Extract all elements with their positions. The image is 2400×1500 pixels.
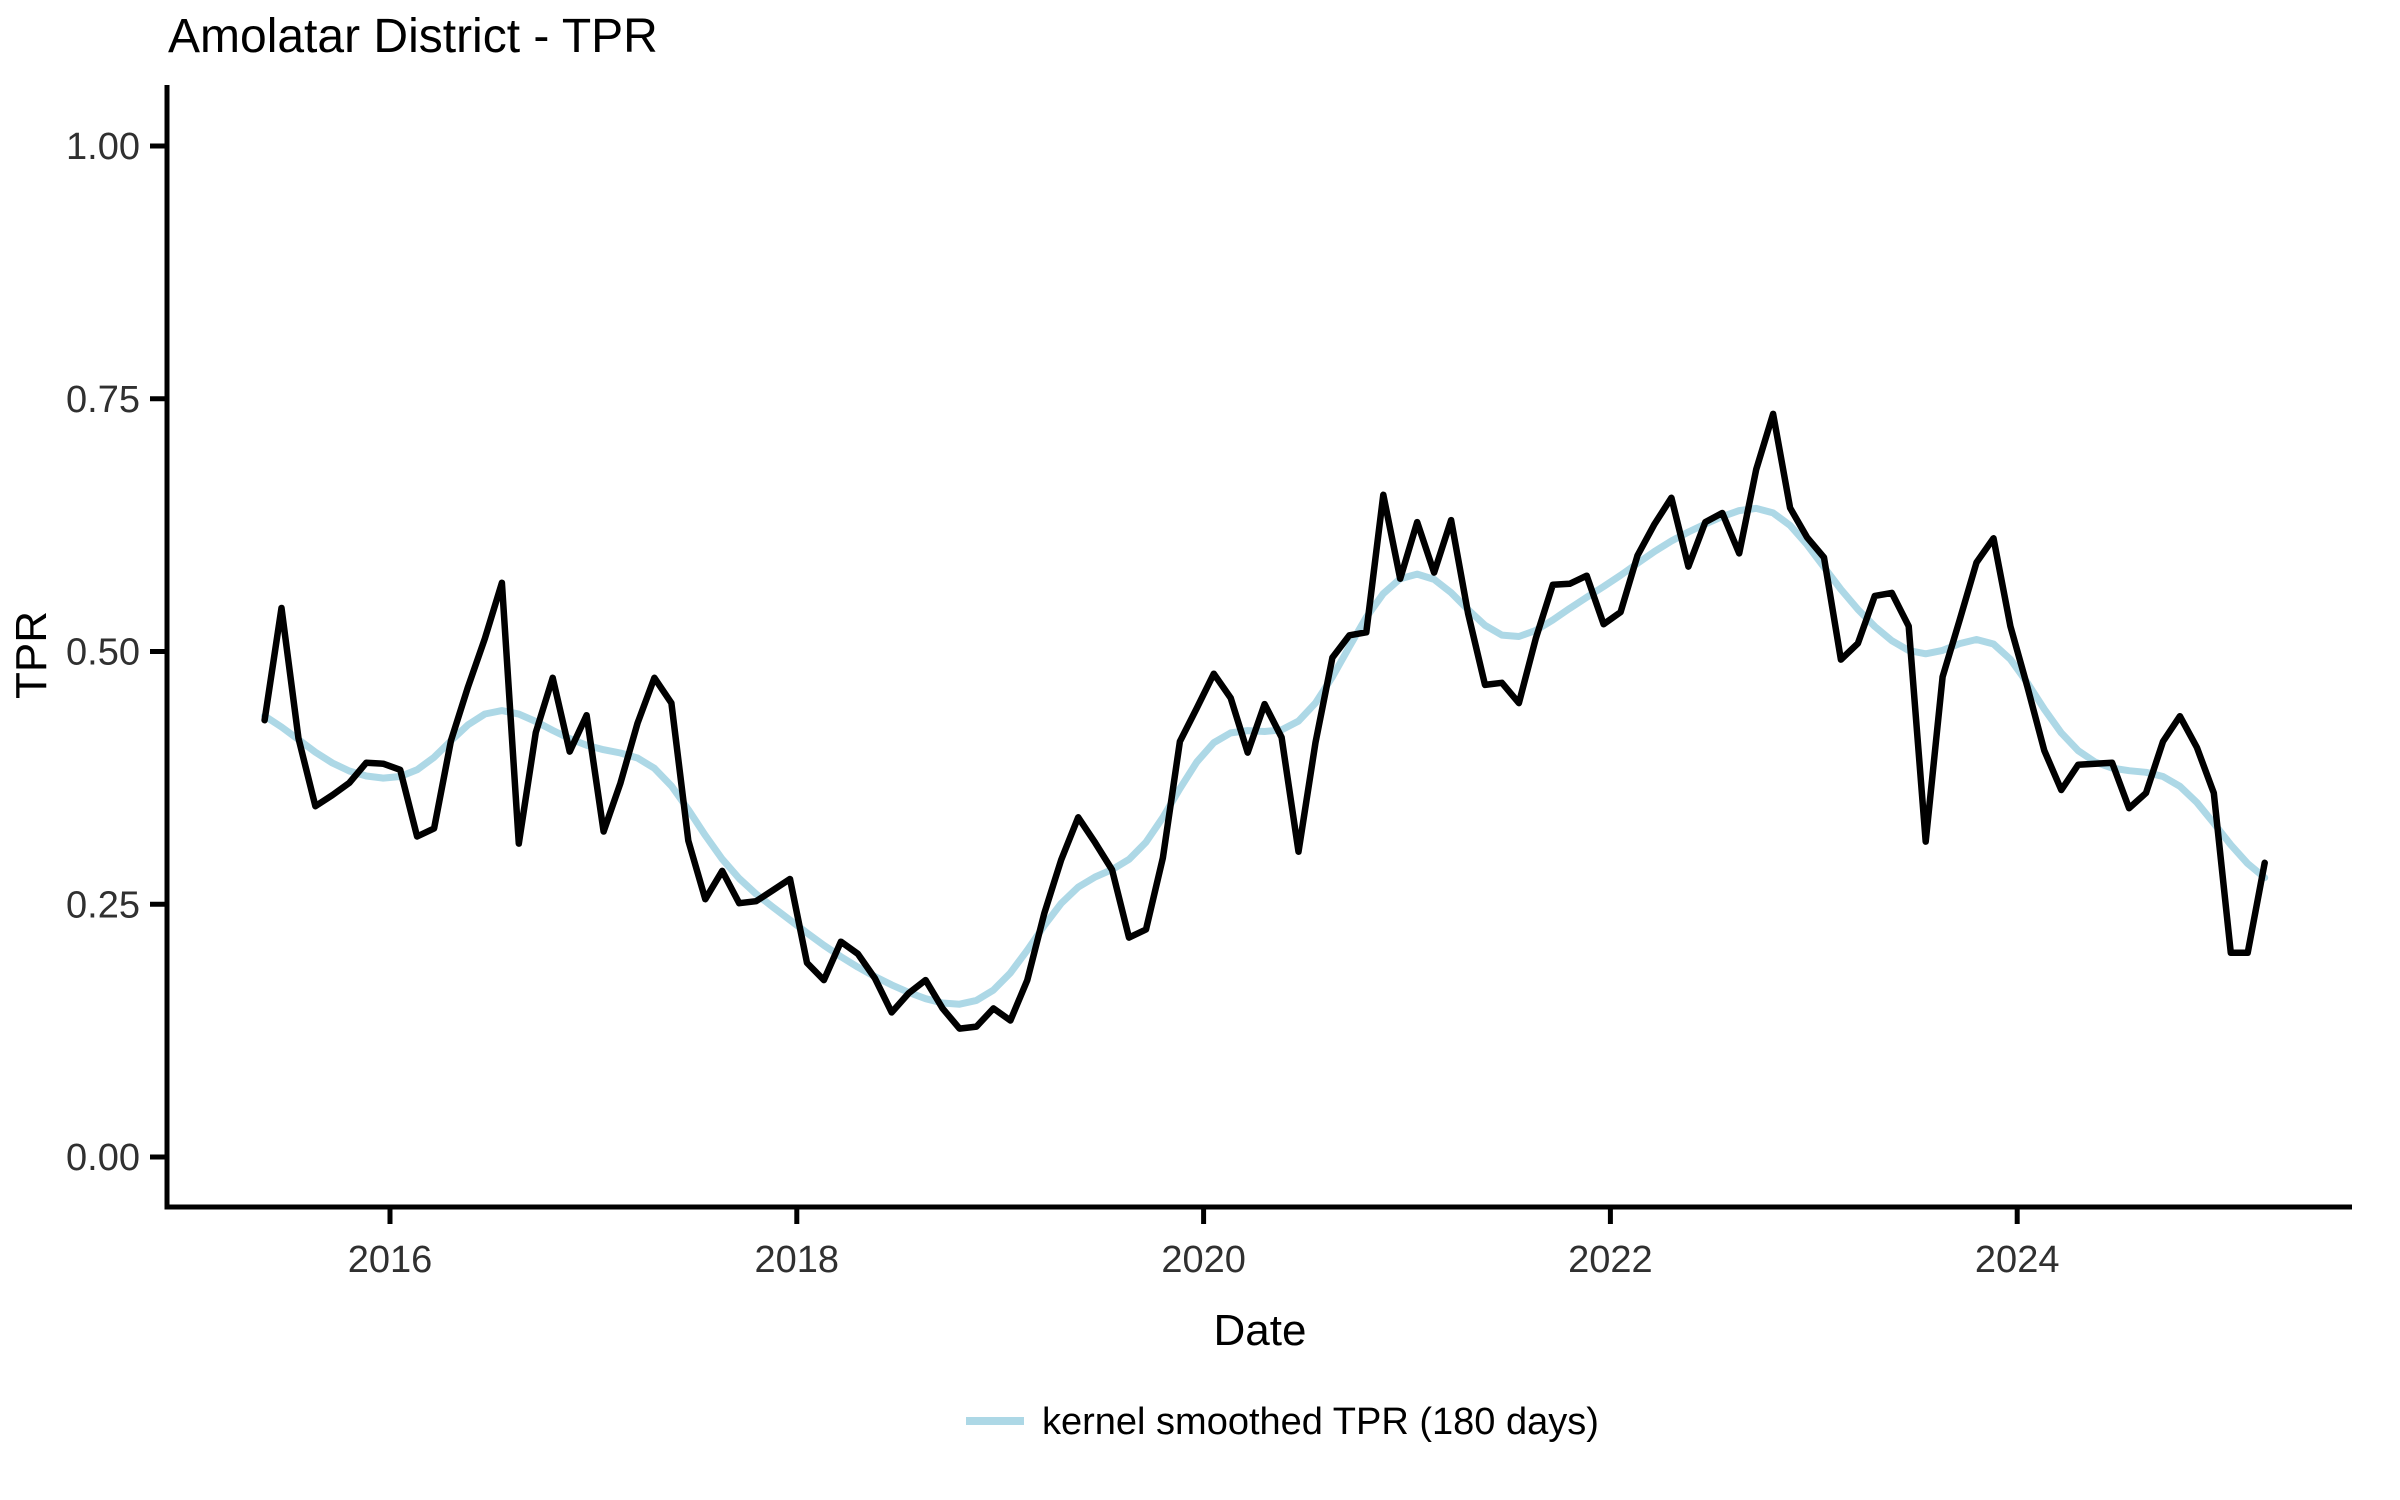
legend: kernel smoothed TPR (180 days) [966,1401,1599,1443]
y-tick-label: 1.00 [66,126,140,168]
y-axis-ticks: 0.00 0.25 0.50 0.75 1.00 [66,126,167,1179]
x-tick-label: 2018 [755,1239,840,1281]
tpr-line [261,410,2268,1032]
x-axis-label: Date [1214,1306,1307,1355]
x-tick-label: 2016 [348,1239,433,1281]
x-axis-ticks: 2016 2018 2020 2022 2024 [348,1207,2060,1281]
y-tick-label: 0.00 [66,1137,140,1179]
x-tick-label: 2022 [1568,1239,1653,1281]
x-tick-label: 2020 [1161,1239,1246,1281]
y-tick-label: 0.50 [66,632,140,674]
page-title: Amolatar District - TPR [168,10,658,63]
kernel-smoothed-tpr-line [261,504,2269,1008]
x-tick-label: 2024 [1975,1239,2060,1281]
y-tick-label: 0.75 [66,379,140,421]
legend-item-label: kernel smoothed TPR (180 days) [1042,1401,1599,1443]
y-axis-label: TPR [7,611,56,699]
y-tick-label: 0.25 [66,884,140,926]
